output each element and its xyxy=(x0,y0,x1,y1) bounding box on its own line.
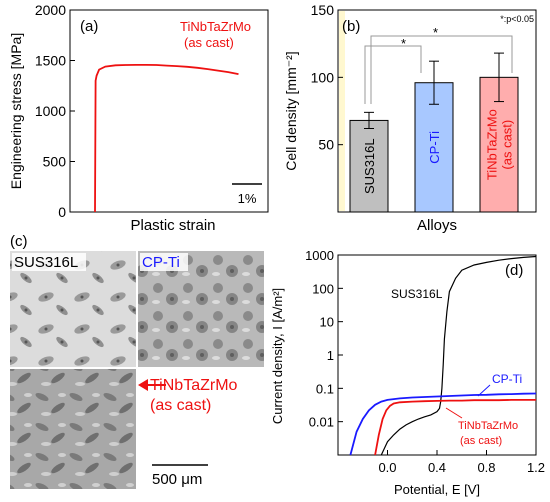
panel-a-ytick-label: 2000 xyxy=(35,2,66,18)
panel-d-xtick-label: 0.8 xyxy=(477,460,495,475)
panel-b-ytick-label: 50 xyxy=(318,137,334,153)
panel-c: (c) SUS316L CP-Ti TiNbTaZrMo (as cast) 5… xyxy=(10,233,264,489)
panel-d-label-tin-1: TiNbTaZrMo xyxy=(458,420,518,432)
panel-d-line-tinbtazrmo xyxy=(374,399,536,456)
panel-a-scale-label: 1% xyxy=(238,191,257,206)
bracket-star-1: * xyxy=(401,36,406,51)
panel-d-arrow-cpti xyxy=(477,384,491,397)
panel-b-ytick-label: 100 xyxy=(311,69,335,85)
bracket-sus-cpti xyxy=(364,45,422,104)
panel-d-line-sus316l xyxy=(380,255,537,456)
bar-label-3: (as cast) xyxy=(500,120,515,170)
panel-d-ytick-label: 1000 xyxy=(305,248,334,263)
panel-a-ylabel: Engineering stress [MPa] xyxy=(8,33,24,189)
panel-d-label-cpti: CP-Ti xyxy=(492,372,522,386)
panel-a-ytick-label: 1500 xyxy=(35,53,66,69)
micrograph-arrow-head xyxy=(138,379,148,391)
panel-d-ytick-label: 1 xyxy=(327,348,334,363)
panel-a-ytick-label: 1000 xyxy=(35,103,66,119)
panel-d-xtick-label: 0.0 xyxy=(378,460,396,475)
panel-d: (d) 1000 100 10 1 0.1 0.01 0.0 0.4 0.8 1.2 Curre… xyxy=(270,248,545,497)
panel-d-y-ticks: 1000 100 10 1 0.1 0.01 xyxy=(305,248,343,430)
panel-a-stress-strain-line xyxy=(94,64,239,213)
bar-1 xyxy=(349,119,389,213)
panel-b-y-ticks: 50 100 150 xyxy=(311,2,343,153)
panel-d-label: (d) xyxy=(505,262,523,279)
panel-b-xlabel: Alloys xyxy=(417,217,457,234)
bracket-star-2: * xyxy=(433,25,438,40)
panel-d-xtick-label: 1.2 xyxy=(527,460,545,475)
panel-d-x-ticks: 0.0 0.4 0.8 1.2 xyxy=(378,450,545,475)
panel-d-xtick-label: 0.4 xyxy=(428,460,446,475)
micrograph-label-sus316l: SUS316L xyxy=(14,254,78,271)
micrograph-label-tin-2: (as cast) xyxy=(150,397,211,414)
panel-d-ylabel: Current density, I [A/m²] xyxy=(270,288,285,424)
label-bg-cpti xyxy=(140,253,188,271)
panel-d-ytick-label: 10 xyxy=(320,315,334,330)
panel-d-ytick-label: 0.1 xyxy=(316,381,334,396)
panel-b-label: (b) xyxy=(342,18,360,35)
panel-b-bars: SUS316L CP-Ti TiNbTaZrMo (as cast) xyxy=(349,52,519,213)
panel-c-label: (c) xyxy=(10,233,28,250)
bar-label-1: SUS316L xyxy=(362,138,377,194)
panel-b-sig-note: *:p<0.05 xyxy=(500,14,534,24)
panel-b: (b) *:p<0.05 50 100 150 Cell density [mm⁻²… xyxy=(283,2,537,234)
bracket-sus-tin xyxy=(370,35,513,104)
panel-b-significance-brackets xyxy=(364,35,513,104)
panel-a-label: (a) xyxy=(80,18,98,35)
panel-a-ytick-label: 0 xyxy=(58,204,66,220)
panel-d-ytick-label: 0.01 xyxy=(309,415,334,430)
panel-a-frame xyxy=(69,9,269,213)
panel-a-y-ticks: 0 500 1000 1500 2000 xyxy=(35,2,75,220)
bar-label-3: TiNbTaZrMo xyxy=(485,109,500,180)
micrograph-label-cpti: CP-Ti xyxy=(142,254,180,271)
panel-b-ytick-label: 150 xyxy=(311,2,335,18)
micrograph-tinbtazrmo xyxy=(10,369,136,489)
micrograph-label-tin-1: TiNbTaZrMo xyxy=(150,377,238,394)
panel-a-ytick-label: 500 xyxy=(43,154,67,170)
panel-d-xlabel: Potential, E [V] xyxy=(394,482,480,497)
panel-b-ylabel: Cell density [mm⁻²] xyxy=(283,51,299,170)
label-bg-sus316l xyxy=(12,253,86,271)
panel-d-line-cpti xyxy=(349,392,537,456)
panel-d-label-tin-2: (as cast) xyxy=(460,435,502,447)
panel-a-xlabel: Plastic strain xyxy=(130,217,215,234)
micrograph-scale-label: 500 μm xyxy=(152,471,202,488)
panel-a-annotation-2: (as cast) xyxy=(184,35,234,50)
panel-d-label-sus316l: SUS316L xyxy=(391,287,443,301)
panel-b-highlight-strip xyxy=(339,11,345,211)
bar-label-2: CP-Ti xyxy=(427,131,442,164)
panel-d-ytick-label: 100 xyxy=(312,281,334,296)
panel-a: (a) TiNbTaZrMo (as cast) 0 500 1000 1500 200… xyxy=(8,2,269,234)
panel-d-arrow-tin xyxy=(445,407,463,419)
panel-a-annotation-1: TiNbTaZrMo xyxy=(180,19,251,34)
